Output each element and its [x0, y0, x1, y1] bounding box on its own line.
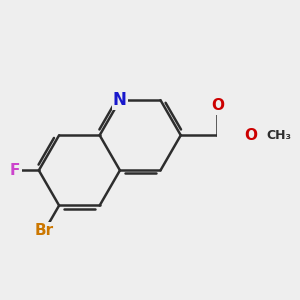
Text: Br: Br — [35, 224, 54, 238]
Text: O: O — [211, 98, 224, 113]
Text: F: F — [10, 163, 20, 178]
Text: N: N — [113, 91, 127, 109]
Text: CH₃: CH₃ — [267, 129, 292, 142]
Text: O: O — [245, 128, 258, 143]
